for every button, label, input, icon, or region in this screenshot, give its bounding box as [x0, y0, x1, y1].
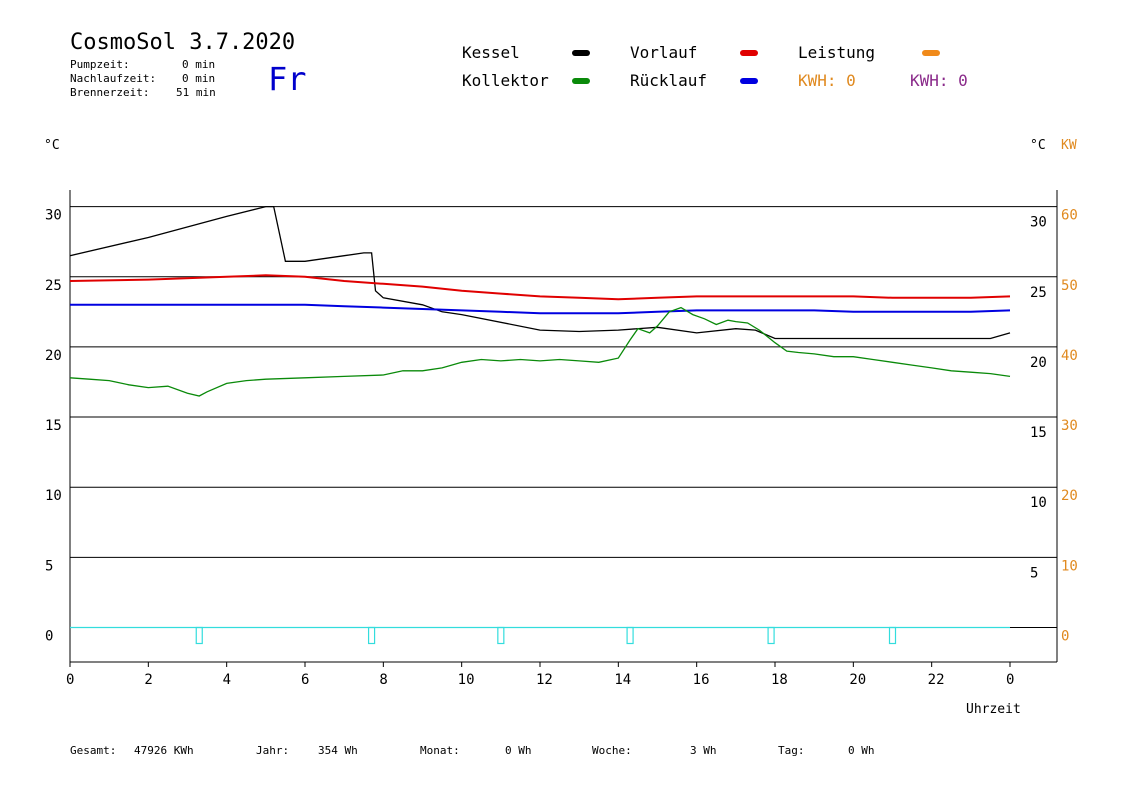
x-tick-label: 20 [849, 672, 866, 688]
y-tick-left: 5 [45, 558, 53, 574]
x-tick-label: 22 [928, 672, 945, 688]
x-tick-label: 2 [144, 672, 152, 688]
pump-marker [626, 626, 634, 645]
pump-marker [195, 626, 203, 645]
footer-tag-label: Tag: [778, 744, 805, 757]
x-axis-label: Uhrzeit [966, 702, 1021, 717]
y-tick-right-c: 30 [1030, 215, 1047, 231]
x-tick-label: 0 [1006, 672, 1014, 688]
legend-kollektor-swatch [572, 78, 590, 84]
x-tick-label: 10 [458, 672, 475, 688]
y-tick-right-c: 20 [1030, 355, 1047, 371]
series-line-r-cklauf [70, 303, 1011, 315]
y-tick-right-c: 25 [1030, 285, 1047, 301]
y-tick-right-kw: 0 [1061, 629, 1069, 645]
legend-ruecklauf-swatch [740, 78, 758, 84]
y-tick-right-kw: 30 [1061, 418, 1078, 434]
footer-woche-value: 3 Wh [690, 744, 717, 757]
x-tick-label: 16 [693, 672, 710, 688]
y-tick-right-c: 10 [1030, 495, 1047, 511]
kwh-orange: KWH: 0 [798, 71, 856, 90]
legend-vorlauf-swatch [740, 50, 758, 56]
y-tick-right-kw: 10 [1061, 558, 1078, 574]
y-tick-left: 30 [45, 208, 62, 224]
left-axis-unit: °C [44, 138, 60, 153]
legend-kessel-swatch [572, 50, 590, 56]
x-tick-label: 18 [771, 672, 788, 688]
pump-marker [888, 626, 897, 645]
legend-leistung-swatch [922, 50, 940, 56]
y-tick-right-c: 5 [1030, 565, 1038, 581]
weekday-label: Fr [268, 60, 307, 98]
legend-leistung-label: Leistung [798, 43, 876, 62]
stat-value-brenner: 51 min [176, 86, 216, 99]
y-tick-left: 10 [45, 488, 62, 504]
x-tick-label: 14 [614, 672, 631, 688]
stat-value-nachlauf: 0 min [182, 72, 216, 85]
y-tick-right-kw: 40 [1061, 348, 1078, 364]
stat-value-pump: 0 min [182, 58, 216, 71]
series-line-kessel [69, 205, 1011, 340]
stat-label-nachlauf: Nachlaufzeit: [70, 72, 157, 85]
pump-marker [497, 626, 505, 645]
right-axis-unit-c: °C [1030, 138, 1046, 153]
footer-tag-value: 0 Wh [848, 744, 875, 757]
stat-label-pump: Pumpzeit: [70, 58, 130, 71]
stat-label-brenner: Brennerzeit: [70, 86, 150, 99]
footer-monat-value: 0 Wh [505, 744, 532, 757]
y-tick-right-kw: 50 [1061, 278, 1078, 294]
footer-woche-label: Woche: [592, 744, 632, 757]
right-axis-unit-kw: KW [1061, 138, 1077, 153]
y-tick-left: 20 [45, 348, 62, 364]
pump-marker [367, 626, 376, 645]
footer-monat-label: Monat: [420, 744, 460, 757]
y-tick-right-kw: 20 [1061, 488, 1078, 504]
legend-vorlauf-label: Vorlauf [630, 43, 698, 62]
x-tick-label: 4 [223, 672, 231, 688]
page-title: CosmoSol 3.7.2020 [70, 30, 296, 55]
legend-kollektor-label: Kollektor [462, 71, 549, 90]
footer-gesamt-label: Gesamt: [70, 744, 117, 757]
y-tick-right-kw: 60 [1061, 208, 1078, 224]
series-line-vorlauf [69, 274, 1011, 301]
y-tick-right-c: 15 [1030, 425, 1047, 441]
x-tick-label: 8 [379, 672, 387, 688]
x-tick-label: 6 [301, 672, 309, 688]
y-tick-left: 0 [45, 629, 53, 645]
y-tick-left: 25 [45, 278, 62, 294]
x-tick-label: 0 [66, 672, 74, 688]
footer-jahr-label: Jahr: [256, 744, 290, 757]
footer-gesamt-value: 47926 KWh [134, 744, 194, 757]
footer-jahr-value: 354 Wh [318, 744, 358, 757]
legend-kessel-label: Kessel [462, 43, 520, 62]
kwh-purple: KWH: 0 [910, 71, 968, 90]
y-tick-left: 15 [45, 418, 62, 434]
pump-marker [767, 626, 775, 645]
legend-ruecklauf-label: Rücklauf [630, 71, 708, 90]
x-tick-label: 12 [536, 672, 553, 688]
series-line-kollektor [69, 306, 1011, 397]
